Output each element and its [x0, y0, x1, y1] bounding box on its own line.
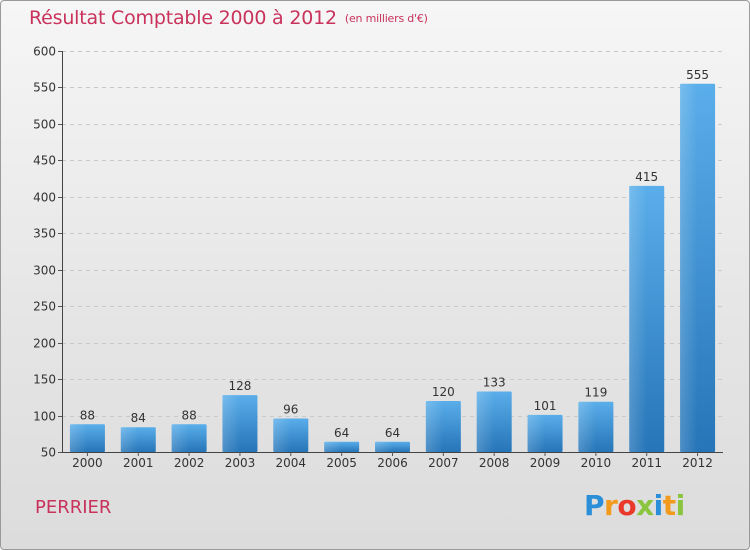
x-tick-label: 2007 [428, 456, 459, 470]
logo-letter: o [617, 489, 637, 522]
bars [69, 83, 716, 453]
value-label: 101 [534, 399, 557, 413]
bar-highlight [680, 83, 698, 453]
y-tick-label: 100 [33, 410, 56, 424]
value-label: 555 [686, 68, 709, 82]
value-label: 128 [229, 379, 252, 393]
logo-letter: P [584, 489, 605, 522]
bar-highlight [425, 400, 444, 452]
value-label: 64 [334, 426, 349, 440]
y-tick-label: 550 [33, 81, 56, 95]
x-tick-label: 2011 [631, 456, 662, 470]
chart-title-text: Résultat Comptable 2000 à 2012 [29, 7, 337, 29]
logo-letter: i [653, 489, 664, 522]
bar-highlight [69, 424, 88, 452]
value-label: 84 [131, 411, 146, 425]
x-tick-label: 2006 [377, 456, 408, 470]
y-tick-label: 50 [41, 446, 56, 460]
x-tick-label: 2008 [479, 456, 510, 470]
bar-highlight [171, 424, 190, 452]
gridlines [62, 51, 723, 417]
y-tick-label: 450 [33, 154, 56, 168]
x-tick-label: 2000 [72, 456, 103, 470]
x-tick-label: 2002 [174, 456, 205, 470]
place-label: PERRIER [35, 497, 112, 518]
y-tick-label: 150 [33, 373, 56, 387]
x-tick-label: 2003 [225, 456, 256, 470]
labels: 50 100 150 200 250 300 350 400 450 500 550 600 88 200… [33, 45, 713, 471]
axes [58, 51, 723, 456]
x-tick-label: 2005 [326, 456, 357, 470]
y-tick-label: 300 [33, 264, 56, 278]
value-label: 64 [385, 426, 400, 440]
bar-highlight [578, 401, 596, 452]
value-label: 415 [635, 170, 658, 184]
x-tick-label: 2004 [276, 456, 307, 470]
y-tick-label: 250 [33, 300, 56, 314]
bar-highlight [273, 418, 291, 452]
x-tick-label: 2012 [682, 456, 713, 470]
y-tick-label: 200 [33, 337, 56, 351]
value-label: 119 [584, 386, 607, 400]
bar-highlight [324, 441, 342, 452]
logo-letter: r [604, 489, 618, 522]
value-label: 120 [432, 385, 455, 399]
chart-title: Résultat Comptable 2000 à 2012 (en millie… [29, 7, 428, 29]
x-tick-label: 2009 [530, 456, 561, 470]
chart-subtitle: (en milliers d'€) [344, 12, 428, 25]
logo-letter: i [675, 489, 686, 522]
bar-highlight [476, 391, 495, 452]
logo-letter: x [636, 489, 654, 522]
value-label: 88 [181, 408, 196, 422]
logo-letter: t [662, 489, 676, 522]
value-label: 96 [283, 402, 298, 416]
bar-highlight [629, 185, 647, 452]
x-tick-label: 2001 [123, 456, 154, 470]
value-label: 133 [483, 375, 506, 389]
value-label: 88 [80, 408, 95, 422]
y-tick-label: 400 [33, 191, 56, 205]
proxiti-logo[interactable]: Proxiti [584, 489, 685, 522]
y-tick-label: 500 [33, 118, 56, 132]
bar-highlight [375, 441, 393, 452]
bar-highlight [527, 414, 546, 452]
x-tick-label: 2010 [581, 456, 612, 470]
bar-highlight [222, 395, 240, 452]
bar-highlight [120, 427, 139, 452]
y-tick-label: 350 [33, 227, 56, 241]
y-tick-label: 600 [33, 45, 56, 59]
